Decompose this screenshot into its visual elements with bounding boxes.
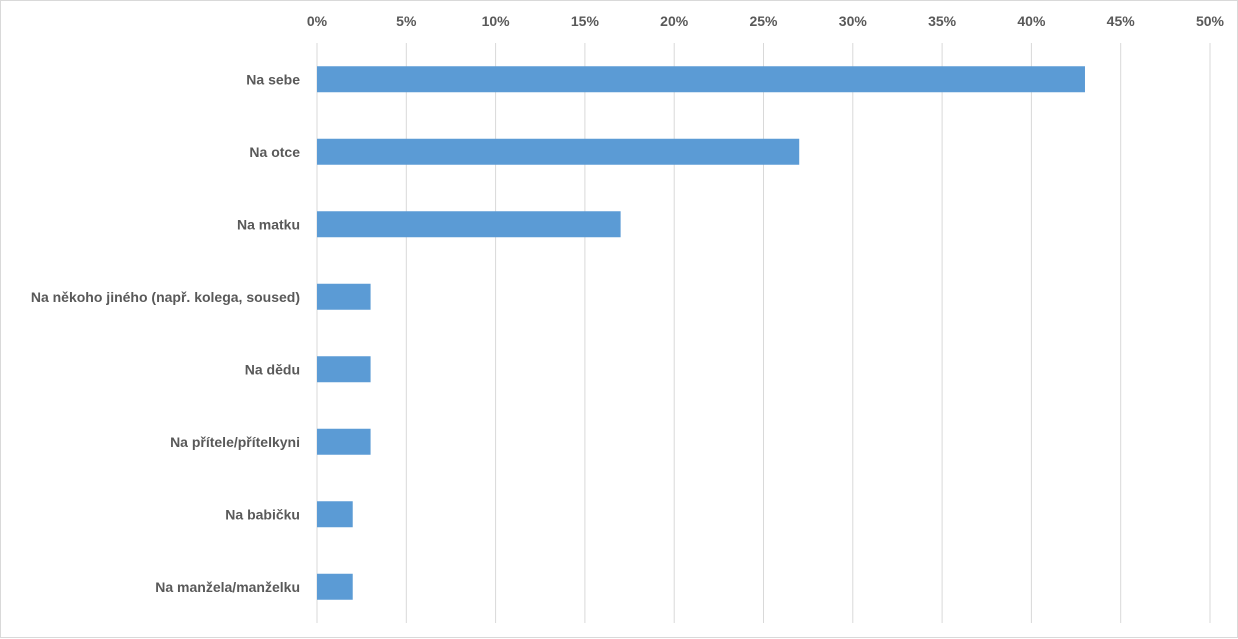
x-tick-label: 25%	[749, 13, 778, 29]
bar	[317, 501, 353, 528]
x-tick-label: 5%	[396, 13, 417, 29]
x-tick-label: 40%	[1017, 13, 1046, 29]
x-tick-label: 15%	[571, 13, 600, 29]
x-tick-label: 0%	[307, 13, 328, 29]
bar	[317, 138, 800, 165]
gridlines	[316, 43, 1211, 623]
category-label: Na manžela/manželku	[155, 579, 300, 595]
x-tick-label: 10%	[482, 13, 511, 29]
x-tick-label: 50%	[1196, 13, 1225, 29]
bars	[317, 66, 1085, 600]
x-tick-label: 30%	[839, 13, 868, 29]
x-tick-label: 35%	[928, 13, 957, 29]
bar	[317, 283, 371, 310]
category-label: Na babičku	[225, 506, 300, 522]
x-axis-ticks: 0% 5% 10% 15% 20% 25% 30% 35% 40% 45% 50%	[307, 13, 1225, 29]
category-label: Na někoho jiného (např. kolega, soused)	[31, 289, 300, 305]
category-label: Na otce	[249, 144, 300, 160]
category-label: Na sebe	[246, 71, 300, 87]
bar	[317, 66, 1085, 93]
x-tick-label: 20%	[660, 13, 689, 29]
category-label: Na dědu	[245, 361, 300, 377]
category-label: Na přítele/přítelkyni	[170, 434, 300, 450]
category-labels: Na sebe Na otce Na matku Na někoho jiného (…	[31, 71, 300, 595]
bar	[317, 356, 371, 383]
category-label: Na matku	[237, 216, 300, 232]
x-tick-label: 45%	[1107, 13, 1136, 29]
bar	[317, 573, 353, 600]
bar	[317, 211, 621, 238]
bar	[317, 428, 371, 455]
